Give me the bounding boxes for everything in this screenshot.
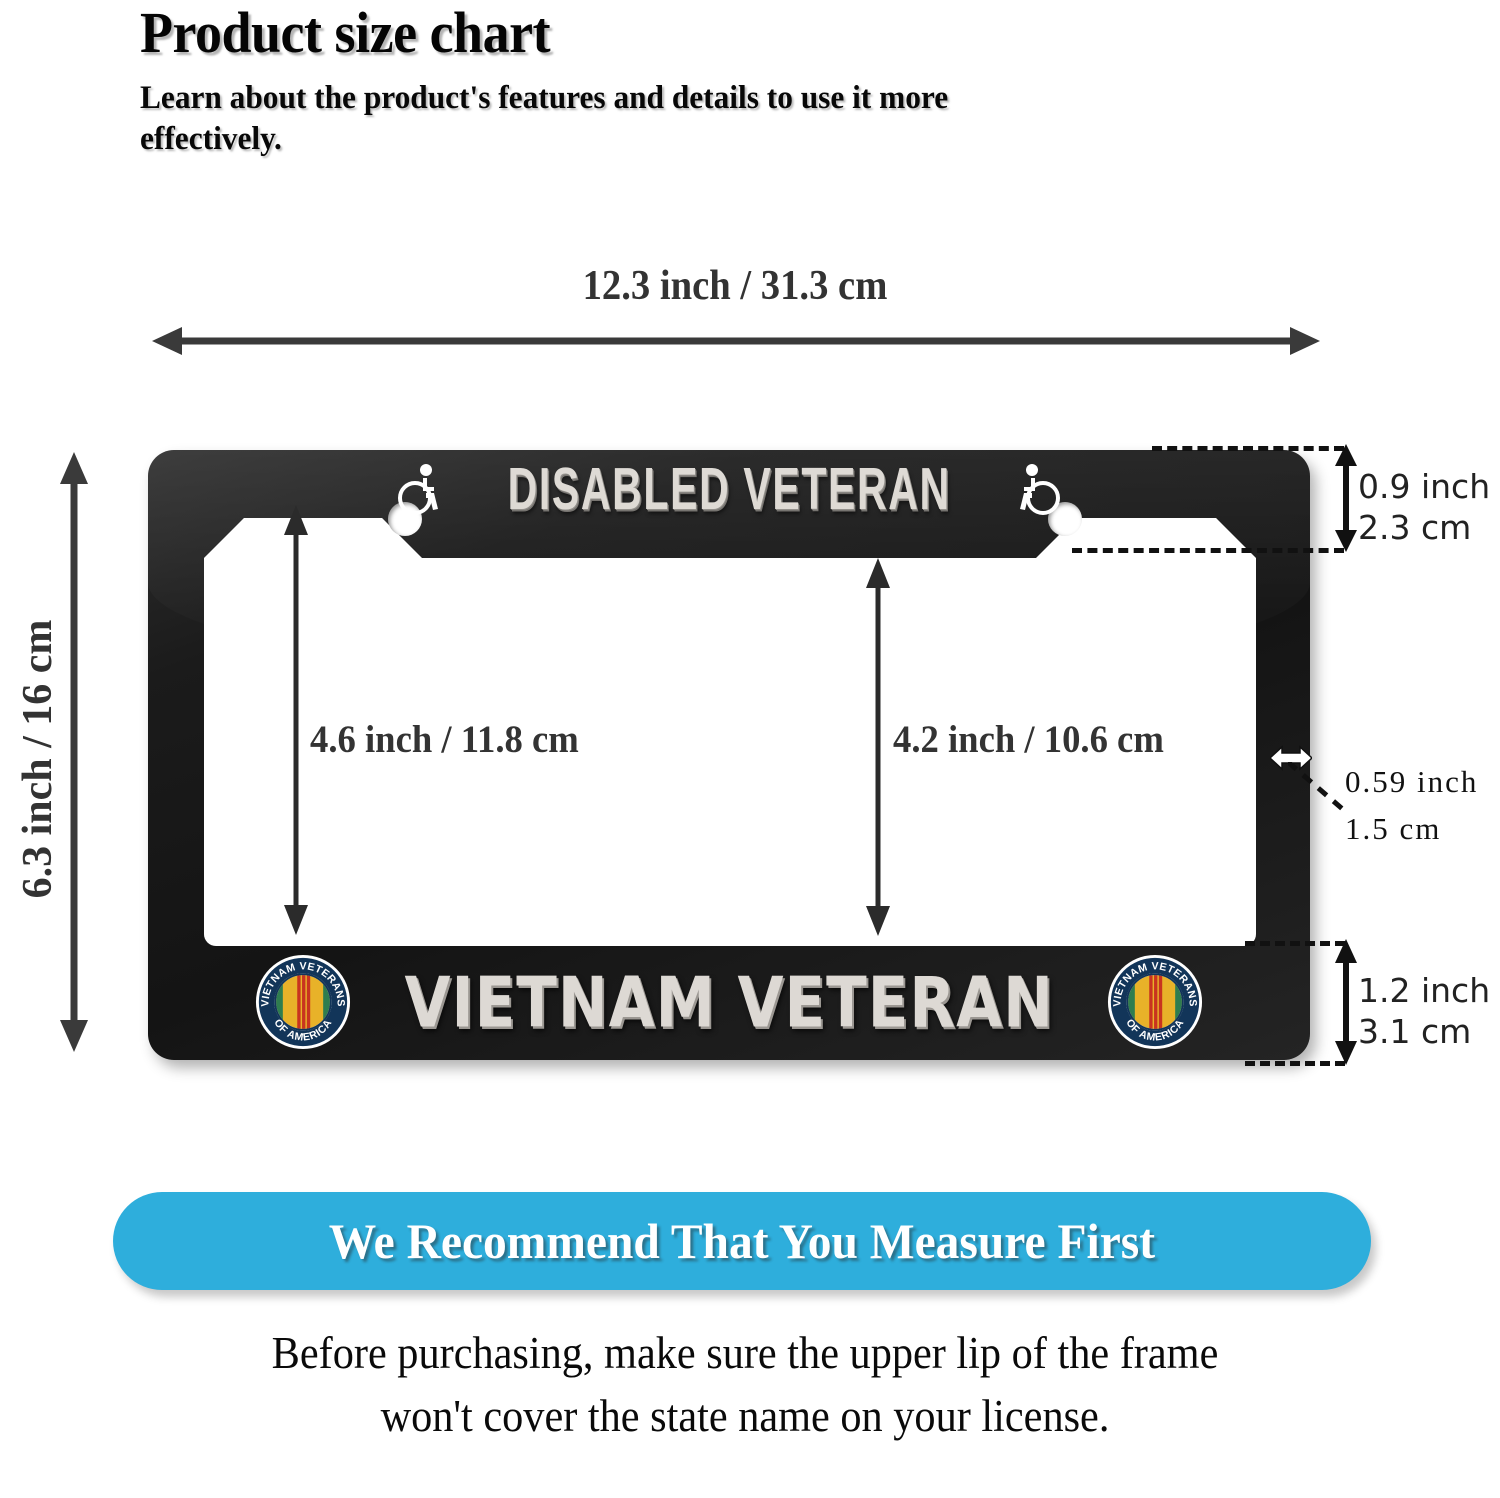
overall-height-label: 6.3 inch / 16 cm bbox=[15, 619, 61, 899]
wheelchair-icon-mirrored bbox=[1020, 464, 1061, 515]
bottom-lip-height-arrow bbox=[1335, 939, 1357, 1065]
overall-width-arrow bbox=[152, 327, 1320, 355]
plate-window-opening bbox=[204, 518, 1256, 946]
header-block: Product size chart Learn about the produ… bbox=[140, 2, 1140, 160]
dashed-leader-top-lower bbox=[1072, 548, 1344, 553]
inner-window-left-arrow bbox=[284, 505, 308, 935]
inner-window-left-label: 4.6 inch / 11.8 cm bbox=[310, 718, 579, 761]
dashed-leader-top-upper bbox=[1152, 446, 1344, 451]
page-title: Product size chart bbox=[140, 0, 551, 65]
overall-width-label: 12.3 inch / 31.3 cm bbox=[582, 263, 888, 309]
bottom-lip-height-cm: 3.1 cm bbox=[1358, 1012, 1472, 1051]
recommend-banner-text: We Recommend That You Measure First bbox=[328, 1213, 1156, 1269]
bottom-lip-height-label: 1.2 inch 3.1 cm bbox=[1358, 970, 1490, 1052]
plate-bottom-text-row: VIETNAM VETERANS OF AMERICA VIETNAM VETE… bbox=[148, 948, 1310, 1056]
bottom-lip-height-inch: 1.2 inch bbox=[1358, 971, 1491, 1010]
wheelchair-icon bbox=[397, 464, 438, 515]
inner-window-right-arrow bbox=[866, 558, 890, 936]
plate-bottom-text: VIETNAM VETERAN bbox=[404, 961, 1054, 1043]
vietnam-veterans-badge-left: VIETNAM VETERANS OF AMERICA bbox=[255, 954, 350, 1050]
side-thickness-cm: 1.5 cm bbox=[1345, 811, 1442, 846]
top-lip-height-label: 0.9 inch 2.3 cm bbox=[1358, 466, 1490, 548]
footer-note: Before purchasing, make sure the upper l… bbox=[271, 1328, 1219, 1441]
side-thickness-inch: 0.59 inch bbox=[1345, 764, 1479, 799]
top-lip-height-inch: 0.9 inch bbox=[1358, 467, 1491, 506]
inner-window-right-label: 4.2 inch / 10.6 cm bbox=[893, 718, 1164, 761]
top-lip-height-arrow bbox=[1335, 444, 1357, 552]
plate-top-text: DISABLED VETERAN bbox=[507, 455, 951, 523]
side-thickness-double-arrow-icon bbox=[1270, 745, 1312, 771]
recommend-banner: We Recommend That You Measure First bbox=[113, 1192, 1371, 1290]
overall-height-arrow bbox=[60, 452, 88, 1052]
side-thickness-label: 0.59 inch 1.5 cm bbox=[1345, 758, 1478, 852]
top-lip-height-cm: 2.3 cm bbox=[1358, 508, 1472, 547]
dashed-leader-bottom-lower bbox=[1245, 1061, 1345, 1066]
dashed-leader-bottom-upper bbox=[1245, 941, 1345, 946]
side-thickness-leader-line bbox=[1288, 762, 1346, 812]
vietnam-veterans-badge-right: VIETNAM VETERANS OF AMERICA bbox=[1108, 954, 1203, 1050]
plate-top-text-row: DISABLED VETERAN bbox=[148, 455, 1310, 523]
page-subtitle: Learn about the product's features and d… bbox=[140, 80, 949, 157]
